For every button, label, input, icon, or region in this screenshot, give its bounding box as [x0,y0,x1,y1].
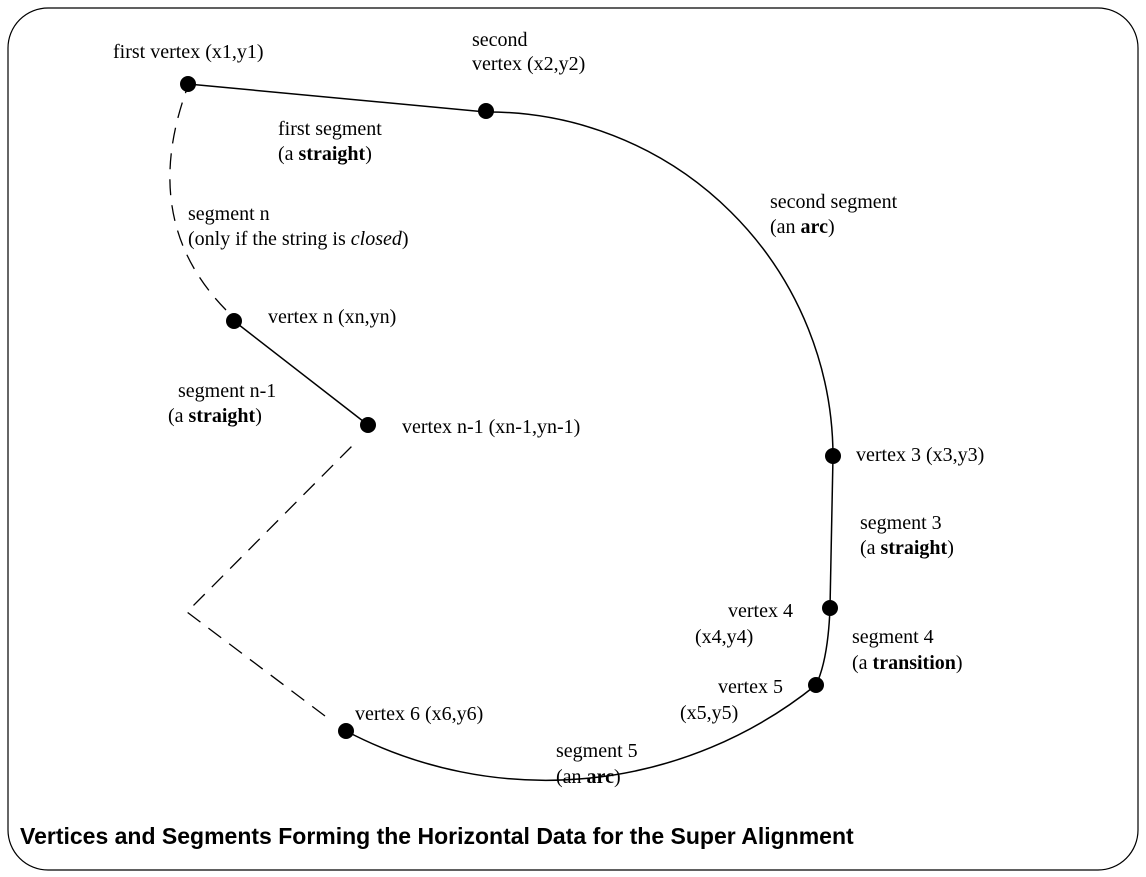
segment [233,320,369,426]
label: vertex 5 (x5,y5) [680,676,783,724]
label-text: arc [587,766,615,788]
segment [485,111,834,457]
segment [187,83,487,113]
label: second vertex (x2,y2) [472,29,585,75]
vertex [822,600,838,616]
label-text: straight [299,143,366,165]
diagram-title: Vertices and Segments Forming the Horizo… [20,823,854,849]
vertex [180,76,196,92]
label-text: (an [770,216,801,238]
label: vertex n (xn,yn) [268,306,396,328]
dashed-segment [186,441,357,717]
vertex [808,677,824,693]
label: vertex 6 (x6,y6) [355,703,483,725]
label: first segment (a straight) [278,118,382,165]
label-text: ) [255,405,262,427]
label-text: vertex 3 (x3,y3) [856,444,984,466]
label-text: second [472,29,528,51]
segment [345,684,817,782]
label-text: first vertex (x1,y1) [113,41,264,63]
label: vertex 3 (x3,y3) [856,444,984,466]
label-text: (x4,y4) [695,626,753,648]
label-text: straight [881,537,948,559]
label-text: segment 3 [860,512,942,534]
vertex [360,417,376,433]
label-text: straight [189,405,256,427]
vertex [226,313,242,329]
label-text: first segment [278,118,382,140]
dashed-segment [169,85,227,311]
vertex [338,723,354,739]
label-text: segment 4 [852,626,934,648]
label-text: (a [278,143,299,165]
label-text: (only if the string is [188,228,351,250]
label-text: vertex 4 [728,600,793,622]
vertices [180,76,841,739]
label-text: vertex n (xn,yn) [268,306,396,328]
label: segment 3 (a straight) [860,512,954,559]
vertex [478,103,494,119]
label: segment n (only if the string is closed) [188,203,409,250]
segment [829,455,834,609]
label-text: (a [168,405,189,427]
label-text: ) [947,537,954,559]
label-text: second segment [770,191,898,213]
label: segment 4 (a transition) [852,626,963,674]
label-text: transition [873,652,956,674]
label: first vertex (x1,y1) [113,41,264,63]
label-text: vertex 6 (x6,y6) [355,703,483,725]
label-text: segment n-1 [178,380,276,402]
label: segment 5 (an arc) [556,740,638,788]
label: segment n-1 (a straight) [168,380,276,427]
label-text: ) [614,766,621,788]
label-text: vertex (x2,y2) [472,53,585,75]
frame [7,7,1139,871]
label-text: segment 5 [556,740,638,762]
label-text: (x5,y5) [680,702,738,724]
label: second segment (an arc) [770,191,898,238]
label-text: ) [365,143,372,165]
label-text: vertex 5 [718,676,783,698]
label-text: arc [801,216,829,238]
label-text: (a [852,652,873,674]
label-text: vertex n-1 (xn-1,yn-1) [402,416,580,438]
vertex [825,448,841,464]
label-text: closed [351,228,403,250]
label-text: ) [402,228,409,250]
label-text: ) [956,652,963,674]
label-text: (a [860,537,881,559]
label-text: (an [556,766,587,788]
label-text: segment n [188,203,270,225]
label: vertex n-1 (xn-1,yn-1) [402,416,580,438]
label: vertex 4 (x4,y4) [695,600,793,648]
label-text: ) [828,216,835,238]
